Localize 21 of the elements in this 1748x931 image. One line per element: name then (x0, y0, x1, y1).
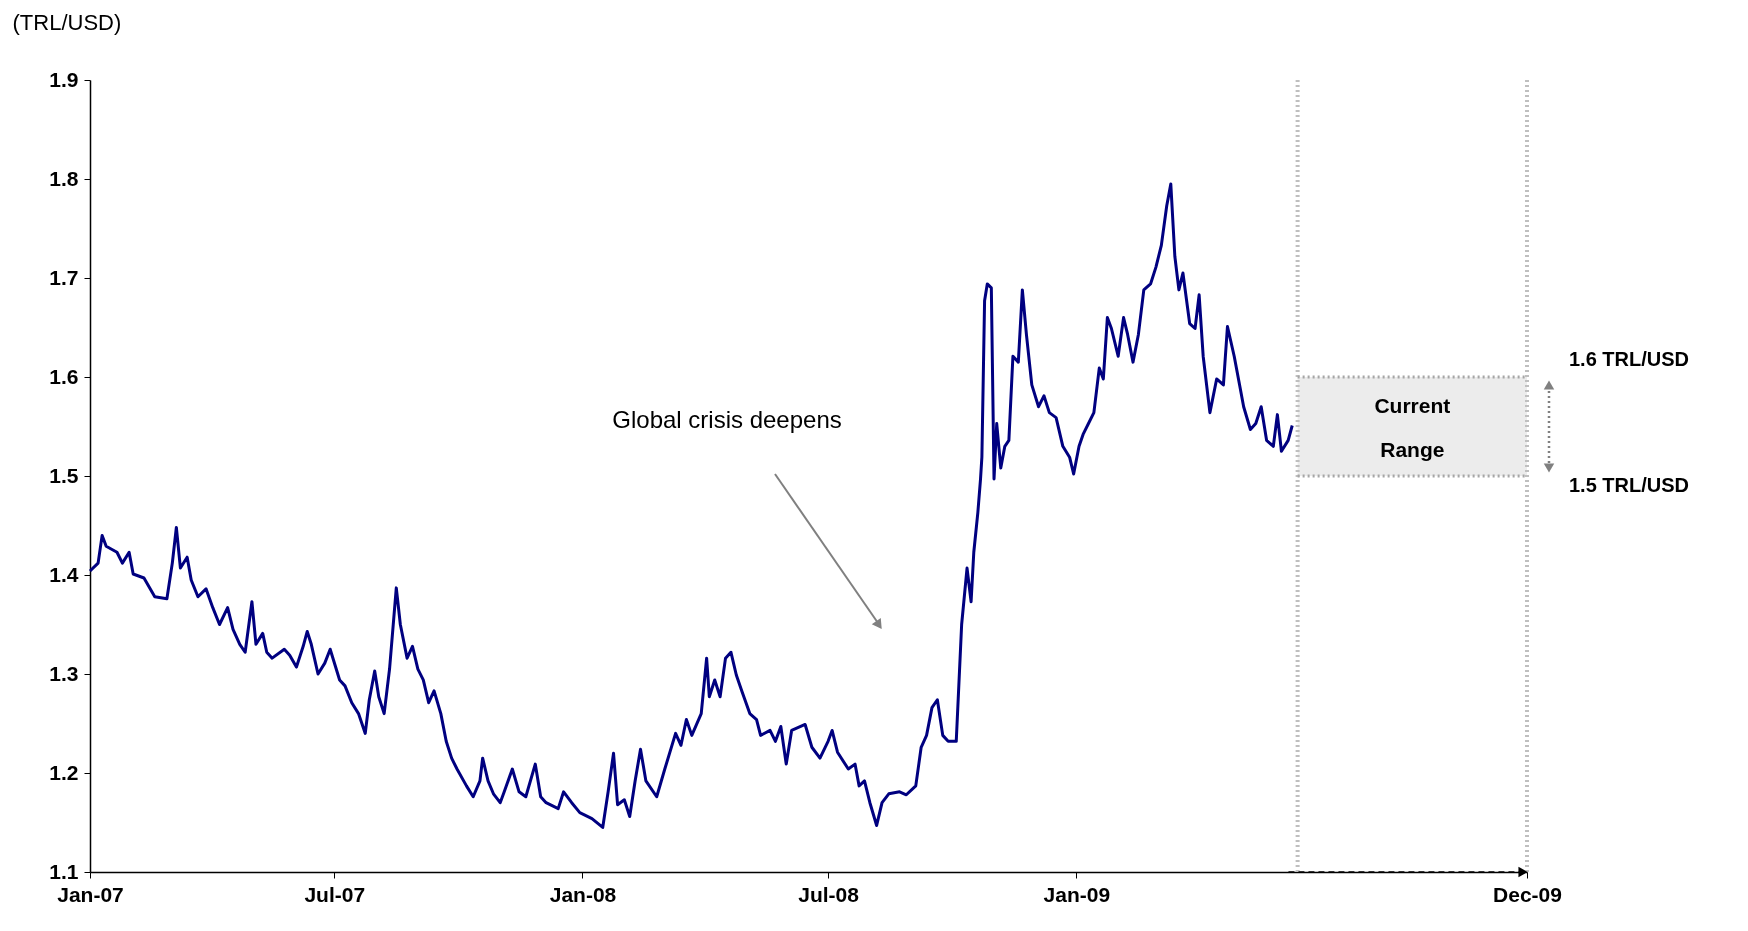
y-tick-label: 1.1 (49, 859, 79, 883)
ref-line-label: 1.6 TRL/USD (1569, 348, 1690, 370)
x-tick-label: Jan-09 (1043, 882, 1111, 906)
y-tick-label: 1.4 (49, 562, 79, 586)
y-tick-label: 1.5 (49, 463, 79, 487)
x-tick-label: Jul-08 (798, 882, 860, 906)
y-axis-title: (TRL/USD) (12, 9, 122, 35)
line-series (88, 182, 1294, 829)
y-tick-label: 1.2 (49, 760, 79, 784)
x-tick-label: Jan-07 (57, 882, 124, 906)
x-tick-label: Jan-08 (549, 882, 617, 906)
y-tick-label: 1.3 (49, 661, 79, 685)
x-tick-label: Jul-07 (304, 882, 366, 906)
y-tick-label: 1.6 (49, 364, 79, 388)
x-tick-label: Dec-09 (1493, 882, 1562, 906)
y-tick-label: 1.8 (49, 166, 79, 190)
annotation: Global crisis deepens (612, 406, 842, 433)
y-tick-label: 1.7 (49, 265, 79, 289)
y-tick-label: 1.9 (49, 67, 79, 91)
band-label: Current Range (1374, 393, 1451, 461)
ref-line-label: 1.5 TRL/USD (1569, 474, 1690, 496)
